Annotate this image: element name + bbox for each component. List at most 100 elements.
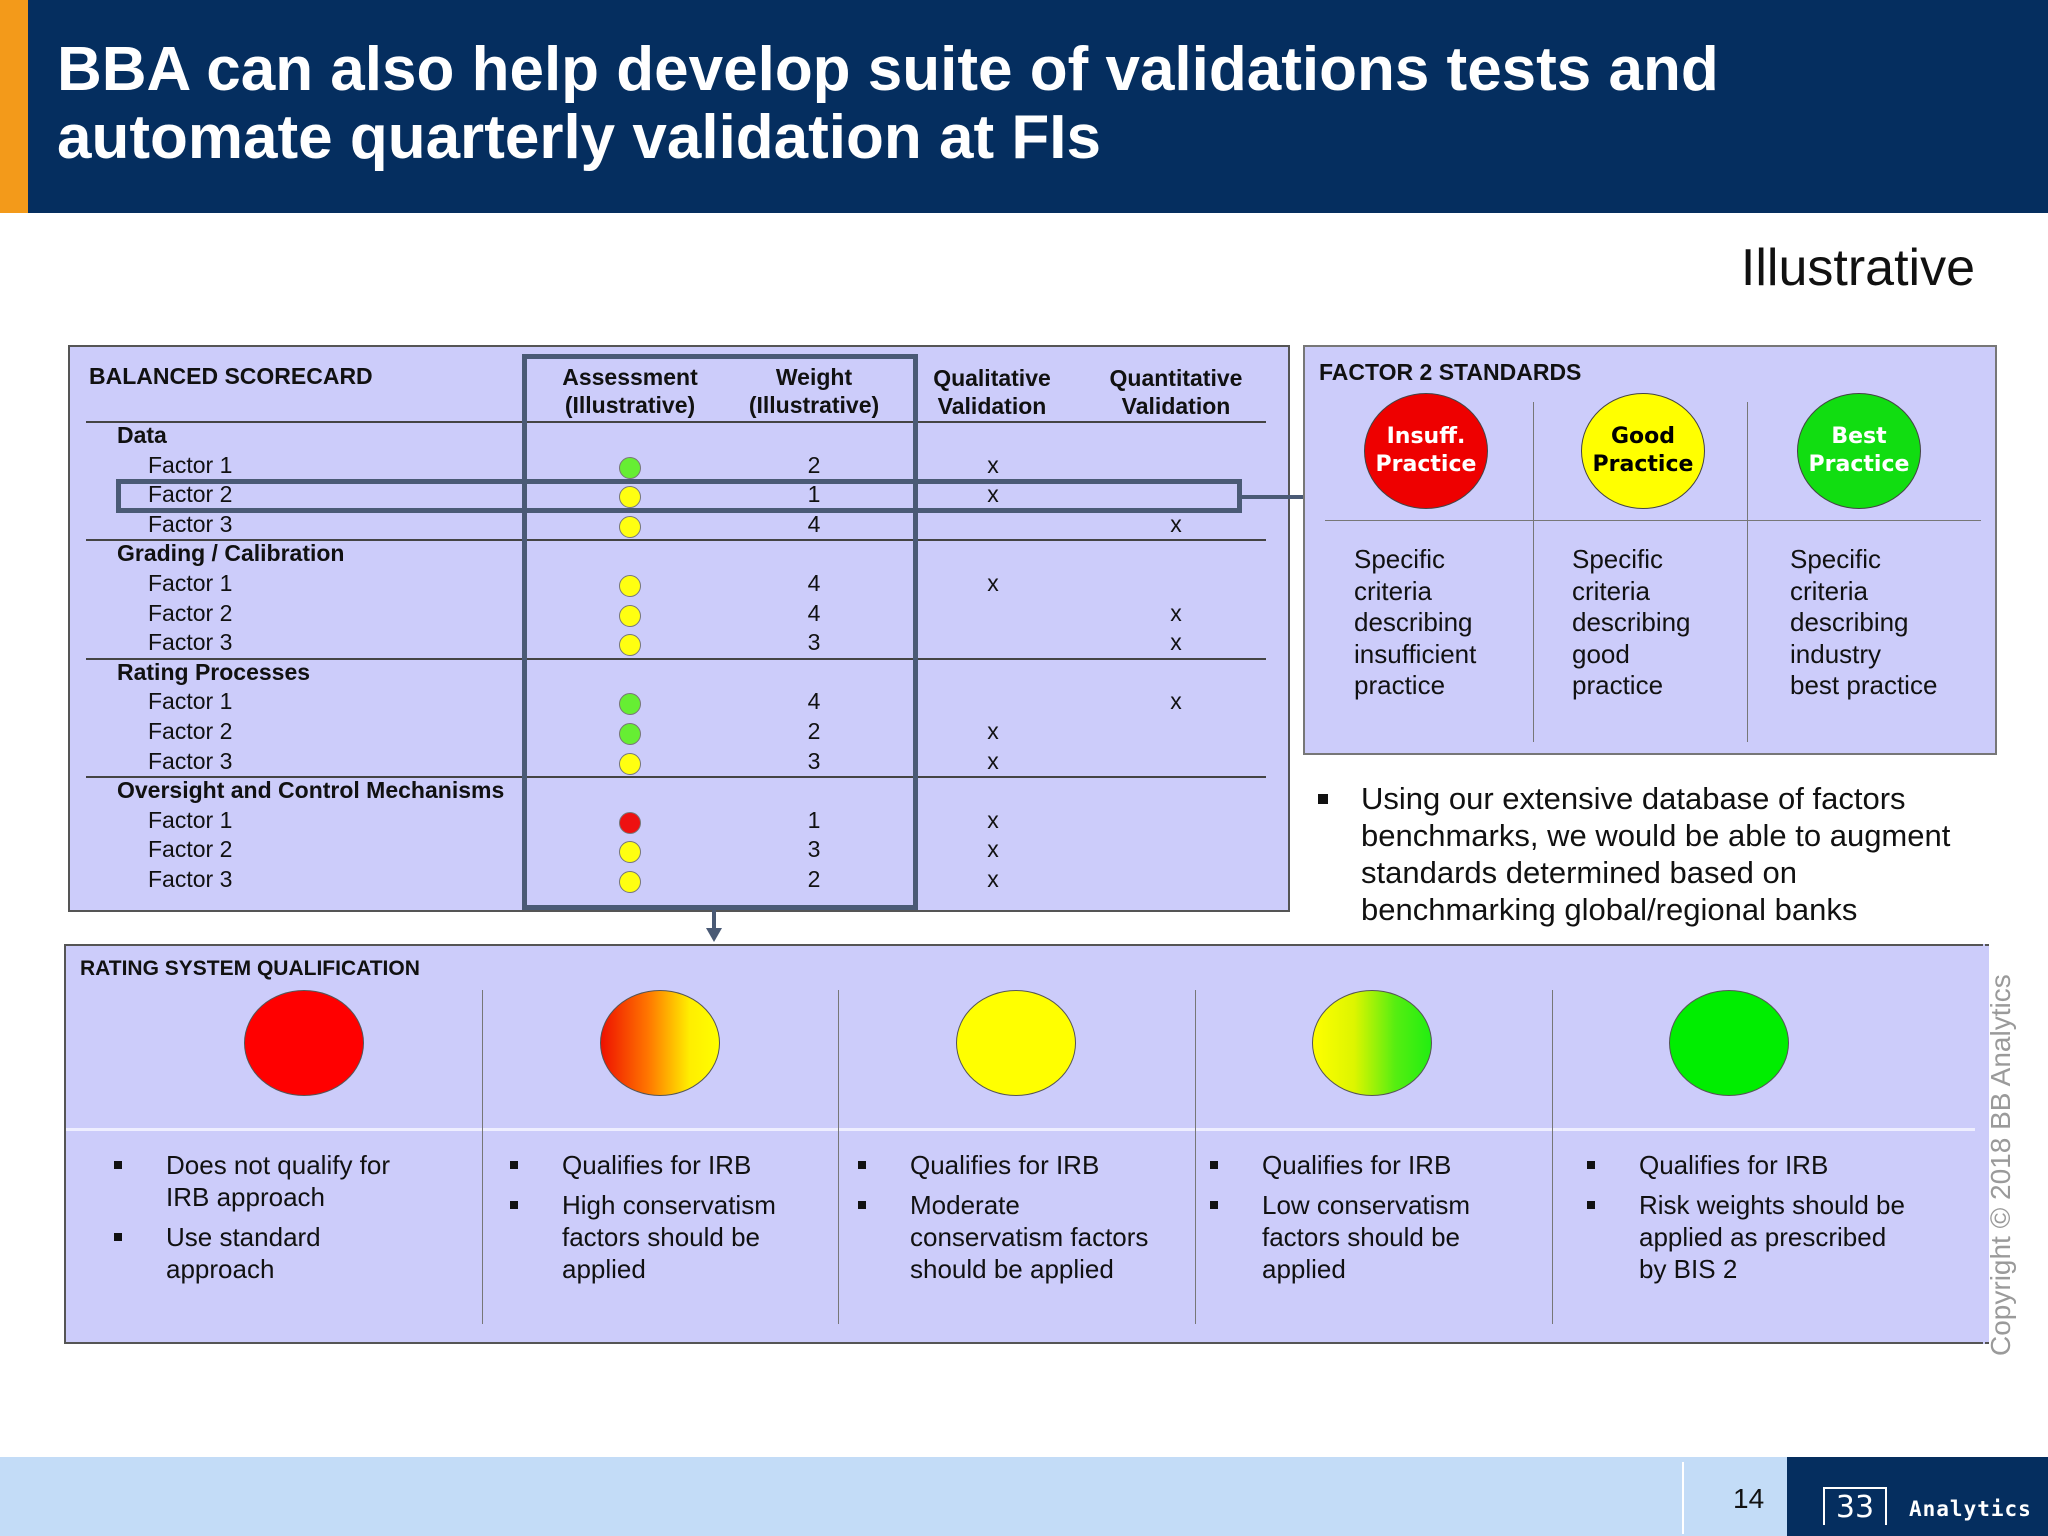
description-line: practice xyxy=(1354,670,1446,700)
bullet-line: applied xyxy=(1262,1254,1346,1284)
practice-label: Practice xyxy=(1808,452,1910,477)
bullet-line: conservatism factors xyxy=(910,1222,1149,1252)
factor-label: Factor 3 xyxy=(148,866,233,892)
bullet-icon xyxy=(1587,1201,1595,1209)
qualitative-mark: x xyxy=(987,718,999,744)
weight-value: 2 xyxy=(807,866,821,892)
factor-label: Factor 1 xyxy=(148,806,233,833)
weight-value: 2 xyxy=(807,451,821,478)
assessment-dot-icon xyxy=(619,841,641,864)
practice-circle-icon: Good Practice xyxy=(1581,393,1705,509)
page-title: BBA can also help develop suite of valid… xyxy=(57,36,1957,172)
rating-bullet-list: Qualifies for IRB Moderate conservatism fa… xyxy=(854,1149,1224,1293)
col-header-quantitative: Quantitative Validation xyxy=(1109,365,1243,419)
bullet-icon xyxy=(1587,1161,1595,1169)
qualitative-mark: x xyxy=(987,570,999,596)
copyright-notice: Copyright © 2018 BB Analytics xyxy=(1985,974,2016,1356)
rating-bullet-item: Qualifies for IRB xyxy=(1206,1149,1576,1181)
arrow-to-rating xyxy=(706,908,722,942)
assessment-dot-icon xyxy=(619,693,641,716)
bullet-line: Moderate xyxy=(910,1190,1020,1220)
illustrative-tag: Illustrative xyxy=(1740,239,1975,297)
assessment-dot-icon xyxy=(619,871,641,893)
rating-bullet-item: Use standard approach xyxy=(110,1221,480,1285)
weight-value: 3 xyxy=(807,836,821,863)
assessment-dot-icon xyxy=(619,456,641,479)
description-line: criteria xyxy=(1354,575,1433,606)
rating-bullet-item: Qualifies for IRB xyxy=(1583,1149,1953,1181)
bullet-icon xyxy=(1210,1201,1218,1209)
bullet-line: Qualifies for IRB xyxy=(910,1150,1100,1180)
section-rule xyxy=(86,776,1266,779)
description-line: industry xyxy=(1790,638,1882,669)
weight-value: 4 xyxy=(807,688,821,715)
assessment-weight-highlight-box xyxy=(522,354,918,910)
rating-circle-icon xyxy=(244,990,364,1096)
practice-circle-icon: Insuff. Practice xyxy=(1364,393,1488,509)
page-number: 14 xyxy=(1733,1483,1765,1514)
bullet-line: should be applied xyxy=(910,1254,1114,1284)
standards-divider xyxy=(1325,520,1981,521)
header-accent-stripe xyxy=(0,0,28,213)
description-line: Specific xyxy=(1354,544,1446,574)
weight-value: 3 xyxy=(807,747,821,774)
description-line: Specific xyxy=(1790,544,1882,574)
description-line: describing xyxy=(1790,607,1909,637)
note-line: Using our extensive database of factors xyxy=(1361,781,1906,816)
assessment-dot-icon xyxy=(619,634,641,657)
footer-bar xyxy=(0,1457,2048,1536)
bullet-line: applied xyxy=(562,1254,646,1284)
practice-label: Insuff. xyxy=(1386,424,1466,449)
rating-circle-icon xyxy=(600,990,720,1096)
bullet-line: Does not qualify for xyxy=(166,1150,391,1180)
description-line: criteria xyxy=(1572,575,1651,606)
description-line: criteria xyxy=(1790,575,1869,606)
rating-col-divider xyxy=(838,990,839,1324)
description-line: describing xyxy=(1354,607,1473,637)
bullet-line: applied as prescribed xyxy=(1639,1222,1887,1252)
rating-bullet-item: Qualifies for IRB xyxy=(506,1149,876,1181)
benchmark-note: Using our extensive database of factors … xyxy=(1318,780,1978,928)
bullet-line: Qualifies for IRB xyxy=(1262,1150,1452,1180)
qualitative-mark: x xyxy=(987,836,999,863)
rating-col-divider xyxy=(1195,990,1196,1324)
bullet-line: Risk weights should be xyxy=(1639,1190,1905,1220)
assessment-dot-icon xyxy=(619,752,641,775)
bullet-icon xyxy=(510,1201,518,1209)
weight-value: 3 xyxy=(807,629,821,656)
assessment-dot-icon xyxy=(619,811,641,834)
rating-divider xyxy=(66,1128,1975,1131)
logo-text: Analytics xyxy=(1909,1497,2032,1521)
assessment-dot-icon xyxy=(619,604,641,627)
bullet-line: High conservatism xyxy=(562,1190,776,1220)
scorecard-header-rule xyxy=(86,421,1266,423)
practice-label: Practice xyxy=(1375,452,1477,477)
quantitative-mark: x xyxy=(1170,629,1182,656)
rating-circle-icon xyxy=(1669,990,1789,1096)
col-header-qualitative: Qualitative Validation xyxy=(933,365,1051,419)
qualitative-mark: x xyxy=(987,747,999,774)
assessment-dot-icon xyxy=(619,515,641,538)
bullet-line: by BIS 2 xyxy=(1639,1254,1738,1284)
qualitative-mark: x xyxy=(987,806,999,833)
description-line: practice xyxy=(1572,670,1664,700)
assessment-dot-icon xyxy=(619,486,641,509)
factor-label: Factor 1 xyxy=(148,570,233,596)
weight-value: 1 xyxy=(807,481,821,508)
bullet-line: factors should be xyxy=(1262,1222,1461,1252)
title-line-2: automate quarterly validation at FIs xyxy=(57,103,1101,172)
practice-label: Best xyxy=(1831,424,1887,449)
practice-description: Specific criteria describing industry best p… xyxy=(1790,544,1960,702)
bullet-line: IRB approach xyxy=(166,1182,325,1212)
practice-label: Practice xyxy=(1592,452,1694,477)
rating-bullet-item: Risk weights should be applied as prescri… xyxy=(1583,1189,1953,1285)
note-line: benchmarking global/regional banks xyxy=(1361,892,1858,927)
weight-value: 2 xyxy=(807,718,821,744)
bullet-line: Low conservatism xyxy=(1262,1190,1471,1220)
balanced-scorecard-panel xyxy=(68,345,1290,912)
bullet-icon xyxy=(858,1161,866,1169)
bullet-line: Qualifies for IRB xyxy=(562,1150,752,1180)
factor-label: Factor 2 xyxy=(148,718,233,744)
rating-bullet-list: Does not qualify for IRB approach Use stan… xyxy=(110,1149,480,1293)
weight-value: 4 xyxy=(807,570,821,596)
